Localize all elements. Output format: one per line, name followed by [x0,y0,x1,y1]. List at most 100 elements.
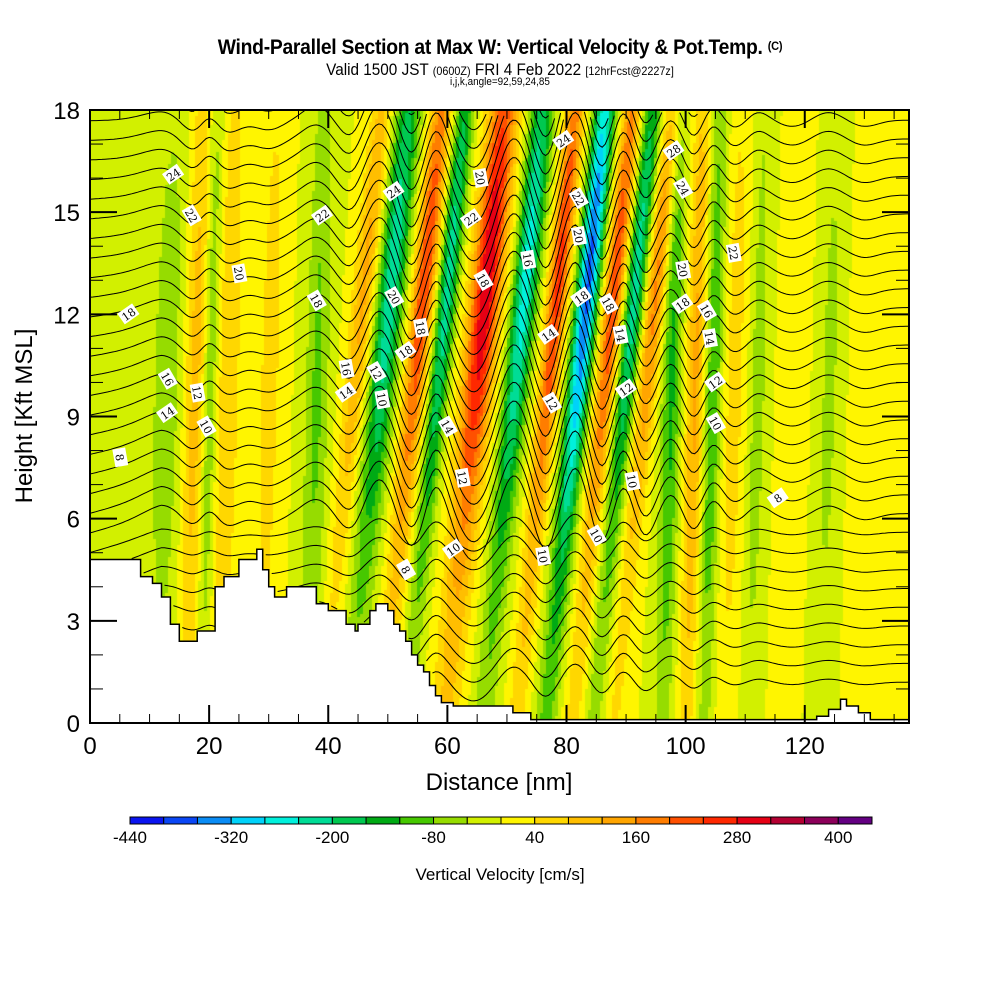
theta-label: 16 [696,299,718,322]
colorbar: -440 -320 -200 -80 40 160 280 400 [113,816,873,847]
theta-label-text: 20 [675,262,690,278]
theta-label-box [384,286,405,309]
theta-label-text: 10 [706,414,724,433]
grid-indices: i,j,k,angle=92,59,24,85 [450,76,550,88]
x-tick-label: 40 [315,733,342,760]
theta-contour-line [89,355,909,449]
colorbar-label: Vertical Velocity [cm/s] [415,865,584,884]
theta-label-text: 18 [599,295,617,314]
theta-label-box [473,269,494,292]
theta-contour-line [89,467,909,562]
theta-label-box [459,208,483,230]
theta-label-text: 18 [412,320,427,336]
theta-contour-line [89,111,909,206]
theta-label-box [675,260,692,281]
theta-label: 18 [473,269,494,292]
theta-label-text: 18 [572,288,591,307]
theta-label-text: 20 [570,228,585,244]
theta-contour-line [417,626,909,665]
theta-label-box [112,447,129,468]
theta-label: 18 [598,292,619,315]
theta-label-box [162,163,185,185]
theta-contour-line [89,280,909,374]
theta-label: 20 [472,168,489,189]
theta-label-text: 14 [158,404,177,423]
colorbar-tick-label: 160 [622,828,650,847]
theta-label: 20 [231,263,248,284]
theta-label-box [586,524,607,547]
colorbar-segment [433,816,468,825]
theta-label: 8 [112,447,129,468]
theta-contour-line [89,411,909,505]
theta-contour-line [426,644,909,683]
theta-label-text: 14 [337,384,356,403]
theta-label-text: 12 [454,470,469,486]
theta-label-box [570,286,593,308]
theta-contour-line [89,261,910,356]
colorbar-tick-label: -200 [315,828,349,847]
valid-date: FRI 4 Feb 2022 [474,60,582,79]
theta-label-text: 10 [535,548,550,564]
colorbar-segment [702,816,738,825]
theta-label-box [189,382,206,403]
colorbar-segment [567,816,603,825]
colorbar-segment [163,816,198,825]
theta-label: 14 [437,415,458,438]
valid-time: Valid 1500 JST [326,60,429,79]
theta-label-text: 20 [384,288,402,307]
theta-contour-line [89,392,909,487]
theta-label: 8 [396,558,417,581]
theta-label: 10 [441,538,465,560]
theta-label-text: 22 [462,210,481,229]
theta-label: 10 [624,471,641,492]
theta-label-box [196,415,217,438]
theta-label-text: 16 [338,361,353,377]
theta-label-box [117,303,140,325]
theta-contour-line [89,336,909,430]
theta-label-box [157,367,178,390]
colorbar-segment [736,816,772,825]
theta-label-box [366,360,387,383]
theta-contours [89,109,910,702]
colorbar-segment [466,816,502,825]
y-tick-label: 3 [67,609,80,636]
theta-label-text: 20 [231,266,246,282]
theta-contour-line [89,110,910,168]
theta-label: 14 [612,324,629,345]
colorbar-segment [331,816,367,825]
theta-label-box [394,340,417,362]
colorbar-segment [129,816,165,825]
theta-contour-line [89,224,909,318]
valid-utc: (0600Z) [432,64,471,78]
theta-contour-line [143,551,909,590]
colorbar-tick-label: 400 [824,828,852,847]
theta-label: 12 [704,371,727,393]
theta-contour-labels: 2422201816121410822181614121024201818141… [112,129,789,581]
theta-label-text: 28 [665,142,684,161]
theta-label-text: 18 [307,292,325,311]
theta-label: 22 [459,208,483,230]
theta-label-text: 20 [472,170,487,186]
theta-label-text: 10 [197,418,215,437]
theta-label: 20 [675,260,692,281]
y-tick-label: 12 [53,302,80,329]
theta-label-box [614,378,637,400]
y-tick-label: 6 [67,507,80,534]
theta-label: 22 [568,187,589,210]
theta-label: 22 [310,204,334,226]
theta-label-box [437,415,458,438]
theta-label-box [702,328,718,349]
theta-label: 18 [671,293,694,315]
colorbar-segment [770,816,806,825]
theta-label-box [537,323,560,345]
theta-label-text: 16 [158,370,176,389]
y-axis-label: Height [Kft MSL] [11,329,38,504]
theta-contour-line [164,569,909,608]
theta-label-text: 14 [438,418,456,437]
colorbar-segment [837,816,873,825]
theta-label-box [568,187,589,210]
theta-label: 12 [189,382,206,403]
theta-label-box [413,317,430,338]
theta-contour-line [89,374,910,468]
theta-label: 24 [673,177,694,200]
